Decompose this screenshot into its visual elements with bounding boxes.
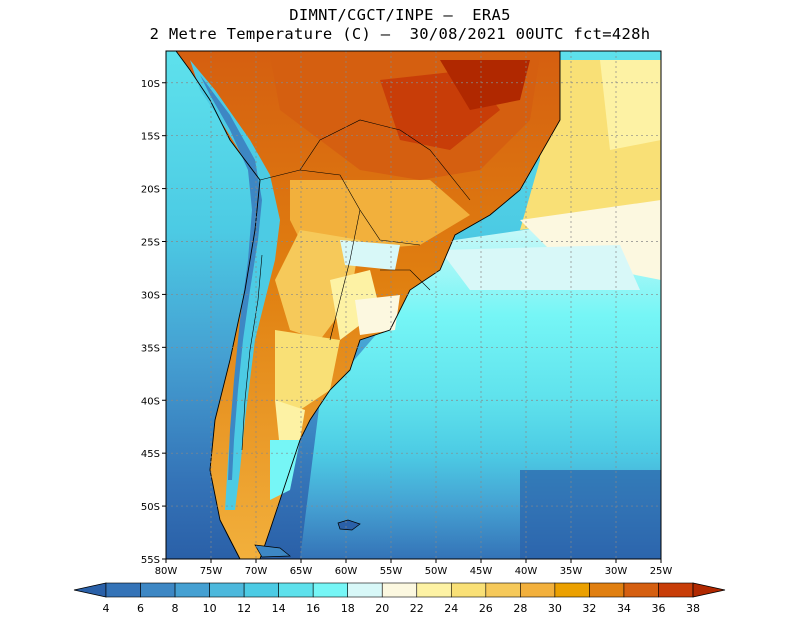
colorbar-swatch bbox=[209, 582, 245, 598]
colorbar-swatch bbox=[381, 582, 418, 598]
colorbar-label: 26 bbox=[479, 602, 493, 615]
colorbar: 4 6 8 10 12 14 16 18 20 22 24 26 28 30 32 34 36 38 bbox=[73, 582, 726, 615]
lon-tick-label: 75W bbox=[200, 566, 223, 577]
lon-tick-label: 30W bbox=[605, 566, 628, 577]
lon-tick-label: 45W bbox=[470, 566, 493, 577]
colorbar-label: 14 bbox=[272, 602, 286, 615]
colorbar-swatch bbox=[450, 582, 487, 598]
colorbar-swatch bbox=[416, 582, 452, 598]
colorbar-label: 24 bbox=[444, 602, 458, 615]
colorbar-swatch bbox=[278, 582, 314, 598]
lat-tick-label: 50S bbox=[141, 502, 160, 513]
lat-tick-label: 10S bbox=[141, 79, 160, 90]
colorbar-arrow-high bbox=[692, 582, 726, 598]
colorbar-label: 20 bbox=[375, 602, 389, 615]
lat-tick-label: 45S bbox=[141, 449, 160, 460]
lat-tick-label: 25S bbox=[141, 238, 160, 249]
axis-ticks: 80W 75W 70W 65W 60W 55W 50W 45W 40W 35W 30W 25W 10S 1… bbox=[141, 79, 672, 577]
colorbar-swatch bbox=[174, 582, 210, 598]
colorbar-label: 16 bbox=[306, 602, 320, 615]
colorbar-swatch bbox=[658, 582, 694, 598]
colorbar-swatch bbox=[589, 582, 625, 598]
colorbar-label: 8 bbox=[172, 602, 179, 615]
colorbar-label: 12 bbox=[237, 602, 251, 615]
lon-tick-label: 70W bbox=[245, 566, 268, 577]
lat-tick-label: 35S bbox=[141, 343, 160, 354]
colorbar-arrow-low bbox=[73, 582, 107, 598]
lat-tick-label: 20S bbox=[141, 185, 160, 196]
map-frame bbox=[165, 50, 662, 560]
map-subtitle: 2 Metre Temperature (C) – 30/08/2021 00U… bbox=[149, 25, 651, 43]
colorbar-swatch bbox=[485, 582, 521, 598]
lat-tick-label: 30S bbox=[141, 290, 160, 301]
colorbar-label: 6 bbox=[137, 602, 144, 615]
lon-tick-label: 25W bbox=[650, 566, 673, 577]
lat-tick-label: 40S bbox=[141, 396, 160, 407]
colorbar-swatch bbox=[623, 582, 659, 598]
lon-tick-label: 50W bbox=[425, 566, 448, 577]
colorbar-swatch bbox=[554, 582, 590, 598]
lon-tick-label: 60W bbox=[335, 566, 358, 577]
colorbar-swatch bbox=[140, 582, 176, 598]
colorbar-label: 38 bbox=[686, 602, 700, 615]
colorbar-swatch bbox=[520, 582, 556, 598]
map-title: DIMNT/CGCT/INPE – ERA5 bbox=[289, 6, 511, 24]
lon-tick-label: 40W bbox=[515, 566, 538, 577]
lon-tick-label: 65W bbox=[290, 566, 313, 577]
lat-tick-label: 55S bbox=[141, 555, 160, 566]
colorbar-swatch bbox=[105, 582, 141, 598]
colorbar-swatch bbox=[347, 582, 383, 598]
colorbar-label: 10 bbox=[203, 602, 217, 615]
colorbar-swatch bbox=[312, 582, 349, 598]
colorbar-label: 34 bbox=[617, 602, 631, 615]
colorbar-label: 32 bbox=[582, 602, 596, 615]
lon-tick-label: 55W bbox=[380, 566, 403, 577]
lon-tick-label: 80W bbox=[155, 566, 178, 577]
lat-tick-label: 15S bbox=[141, 132, 160, 143]
colorbar-swatch bbox=[243, 582, 279, 598]
colorbar-label: 22 bbox=[410, 602, 424, 615]
colorbar-label: 18 bbox=[341, 602, 355, 615]
colorbar-label: 4 bbox=[103, 602, 110, 615]
temperature-field bbox=[166, 51, 661, 559]
colorbar-label: 30 bbox=[548, 602, 562, 615]
lon-tick-label: 35W bbox=[560, 566, 583, 577]
colorbar-label: 36 bbox=[651, 602, 665, 615]
colorbar-label: 28 bbox=[513, 602, 527, 615]
